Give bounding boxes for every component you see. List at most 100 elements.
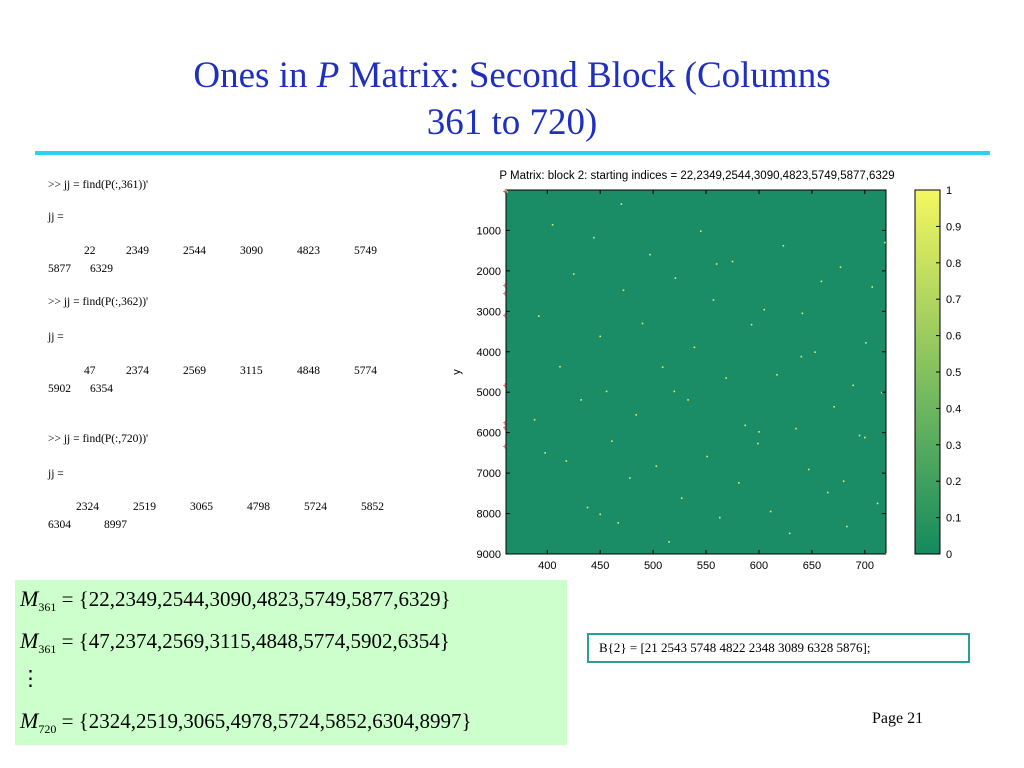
one-entry-point xyxy=(839,266,842,269)
one-entry-point xyxy=(769,510,772,513)
colorbar-tick-label: 0.4 xyxy=(946,403,961,415)
colorbar-tick-label: 0.8 xyxy=(946,258,961,270)
one-entry-point xyxy=(715,263,718,265)
one-entry-point xyxy=(565,460,568,462)
console-value: 4848 xyxy=(297,365,320,377)
one-entry-point xyxy=(551,223,554,226)
one-entry-point xyxy=(622,289,625,292)
start-index-marker: + xyxy=(503,281,508,290)
x-tick-label: 700 xyxy=(856,560,874,572)
x-tick-label: 450 xyxy=(591,560,609,572)
start-index-marker: + xyxy=(503,289,508,298)
console-value: 2324 xyxy=(76,501,99,513)
console-command: >> jj = find(P(:,362))' xyxy=(48,296,149,308)
one-entry-point xyxy=(605,390,608,393)
colorbar-tick-label: 0.9 xyxy=(946,221,961,233)
one-entry-point xyxy=(629,477,631,479)
console-value: 5724 xyxy=(304,501,327,513)
colorbar xyxy=(914,189,941,555)
x-tick-label: 650 xyxy=(803,560,821,572)
start-index-marker: + xyxy=(503,311,508,320)
x-tick-label: 400 xyxy=(538,560,556,572)
console-command: >> jj = find(P(:,361))' xyxy=(48,179,149,191)
equation-subscript: 361 xyxy=(38,642,57,657)
vertical-ellipsis: ⋮ xyxy=(20,666,41,690)
x-axis-ticks: 400 450 500 550 600 650 700 xyxy=(538,190,874,572)
page-number: Page 21 xyxy=(872,710,924,727)
colorbar-tick-label: 0.7 xyxy=(946,294,961,306)
equation-subscript: 720 xyxy=(38,722,57,737)
console-value: 2569 xyxy=(183,365,206,377)
one-entry-point xyxy=(731,260,734,263)
heatmap-figure: P Matrix: block 2: starting indices = 22… xyxy=(451,170,961,582)
one-entry-point xyxy=(699,230,702,233)
title-italic-P: P xyxy=(316,55,340,96)
equation-subscript: 361 xyxy=(38,600,57,615)
console-value: 2519 xyxy=(133,501,156,513)
title-line2: 361 to 720) xyxy=(426,102,598,143)
console-label: jj = xyxy=(48,331,64,343)
colorbar-ticks: 0 0.1 0.2 0.3 0.4 0.5 0.6 0.7 0.8 0.9 1 xyxy=(936,185,961,561)
one-entry-point xyxy=(788,532,791,535)
console-value: 5774 xyxy=(354,365,377,377)
equation-rhs: = {2324,2519,3065,4978,5724,5852,6304,89… xyxy=(61,709,472,733)
console-value: 5852 xyxy=(361,501,384,513)
one-entry-point xyxy=(884,241,886,244)
set-symbol: M xyxy=(20,708,39,733)
one-entry-point xyxy=(763,308,766,311)
start-index-marker: + xyxy=(503,424,508,433)
one-entry-point xyxy=(680,497,683,499)
one-entry-point xyxy=(712,299,715,301)
one-entry-point xyxy=(876,502,879,505)
console-value: 3115 xyxy=(240,365,263,377)
title-part-post: Matrix: Second Block (Columns xyxy=(339,55,831,96)
one-entry-point xyxy=(593,236,595,239)
one-entry-point xyxy=(750,323,753,326)
one-entry-point xyxy=(826,491,829,494)
y-axis-label: y xyxy=(451,369,463,375)
one-entry-point xyxy=(580,399,582,401)
one-entry-point xyxy=(655,465,658,468)
x-tick-label: 500 xyxy=(644,560,662,572)
one-entry-point xyxy=(885,553,887,555)
heatmap-area xyxy=(505,189,887,555)
console-value: 5902 xyxy=(48,383,71,395)
one-entry-point xyxy=(820,280,823,283)
title-part-pre: Ones in xyxy=(193,55,317,96)
one-entry-point xyxy=(617,522,620,524)
one-entry-point xyxy=(801,312,804,315)
one-entry-point xyxy=(586,506,589,509)
one-entry-point xyxy=(687,399,689,401)
y-tick-label: 7000 xyxy=(477,468,501,480)
one-entry-point xyxy=(782,244,785,247)
one-entry-point xyxy=(833,405,835,408)
one-entry-point xyxy=(538,315,540,317)
y-tick-label: 8000 xyxy=(477,509,501,521)
one-entry-point xyxy=(668,541,670,543)
console-value: 47 xyxy=(84,365,96,377)
one-entry-point xyxy=(846,525,848,528)
console-command: >> jj = find(P(:,720))' xyxy=(48,433,149,445)
y-axis-ticks: 1000 2000 3000 4000 5000 6000 7000 8000 9000 xyxy=(477,225,886,561)
one-entry-point xyxy=(641,322,644,325)
one-entry-point xyxy=(559,365,561,368)
equation-row: M720 = {2324,2519,3065,4978,5724,5852,63… xyxy=(20,708,472,737)
start-index-marker: + xyxy=(503,442,508,451)
one-entry-point xyxy=(842,480,845,482)
one-entry-point xyxy=(795,427,797,430)
b2-definition-box: B{2} = [21 2543 5748 4822 2348 3089 6328… xyxy=(587,633,970,663)
one-entry-point xyxy=(533,418,536,421)
ones-points xyxy=(505,190,887,555)
one-entry-point xyxy=(674,277,677,279)
equation-rhs: = {47,2374,2569,3115,4848,5774,5902,6354… xyxy=(61,629,450,653)
console-label: jj = xyxy=(48,468,64,480)
y-tick-label: 1000 xyxy=(477,225,501,237)
one-entry-point xyxy=(649,253,651,256)
one-entry-point xyxy=(661,366,664,368)
colorbar-tick-label: 0.3 xyxy=(946,440,961,452)
set-symbol: M xyxy=(20,628,39,653)
one-entry-point xyxy=(807,468,810,471)
one-entry-point xyxy=(852,384,854,387)
start-index-marker: + xyxy=(503,381,508,390)
chart-title: P Matrix: block 2: starting indices = 22… xyxy=(499,170,894,182)
